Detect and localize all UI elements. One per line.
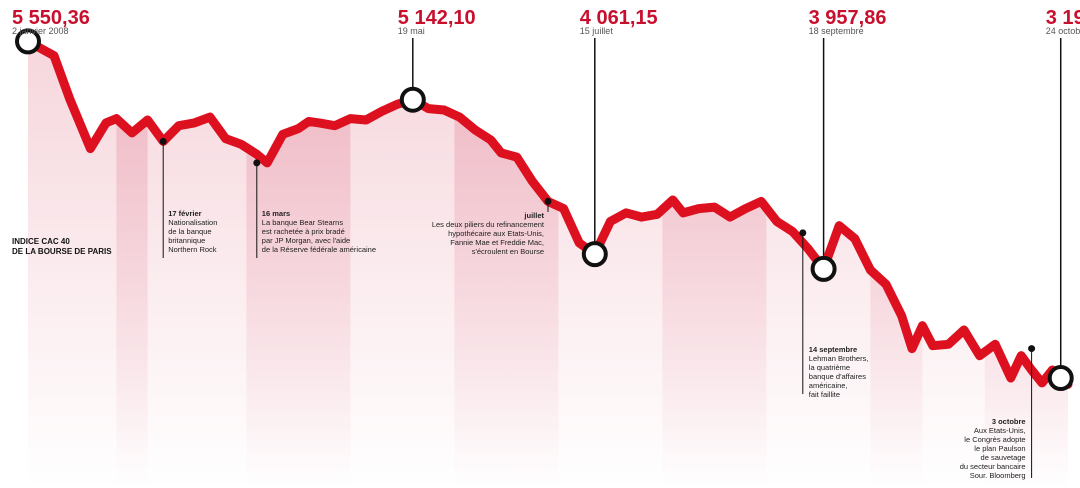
month-band: [870, 41, 923, 488]
event-annotation: juillet Les deux piliers du refinancement…: [432, 211, 545, 256]
callout-value: 3 957,86: [809, 7, 887, 29]
event-text: Les deux piliers du refinancement: [432, 220, 545, 229]
callout-marker: [581, 241, 608, 268]
callout-marker: [1047, 365, 1074, 392]
month-band: [984, 41, 1068, 488]
event-text: fait faillite: [809, 390, 840, 399]
event-text: Northern Rock: [168, 245, 217, 254]
event-annotation: 16 mars La banque Bear Stearns est racheté…: [262, 209, 376, 254]
callout-markers: [15, 28, 1074, 392]
event-text: s'écroulent en Bourse: [472, 247, 544, 256]
event-text: de sauvetage: [981, 453, 1026, 462]
event-markers: [159, 137, 1036, 478]
series-title-line: INDICE CAC 40: [12, 237, 70, 246]
event-text: Sour. Bloomberg: [970, 471, 1026, 480]
event-text: Lehman Brothers,: [809, 354, 869, 363]
month-band: [116, 41, 148, 488]
callout-date: 15 juillet: [580, 26, 614, 36]
callout-date: 19 mai: [398, 26, 425, 36]
callout-value: 4 061,15: [580, 7, 658, 29]
event-annotation: 3 octobre Aux Etats-Unis, le Congrès adopt…: [960, 417, 1026, 480]
month-band: [662, 41, 767, 488]
event-text: le plan Paulson: [974, 444, 1025, 453]
event-text: Nationalisation: [168, 218, 217, 227]
event-annotations: 17 février Nationalisation de la banque bri…: [168, 209, 1025, 480]
event-text: la quatrième: [809, 363, 850, 372]
event-text: est rachetée à prix bradé: [262, 227, 345, 236]
series-title-line: DE LA BOURSE DE PARIS: [12, 247, 112, 256]
event-annotation: 17 février Nationalisation de la banque bri…: [168, 209, 217, 254]
event-text: La banque Bear Stearns: [262, 218, 344, 227]
event-text: américaine,: [809, 381, 848, 390]
event-text: Fannie Mae et Freddie Mac,: [450, 238, 544, 247]
callout-value: 3 193,79: [1046, 7, 1080, 29]
event-title: 17 février: [168, 209, 201, 218]
event-title: 3 octobre: [992, 417, 1026, 426]
event-text: de la banque: [168, 227, 211, 236]
event-annotation: 14 septembre Lehman Brothers, la quatrième…: [809, 345, 869, 399]
cac40-line: [23, 36, 1073, 389]
event-title: 14 septembre: [809, 345, 857, 354]
callout-value: 5 550,36: [12, 7, 90, 29]
callout-date: 24 octobre 2008: [1046, 26, 1080, 36]
event-text: le Congrès adopte: [964, 435, 1025, 444]
event-title: juillet: [523, 211, 544, 220]
event-text: britannique: [168, 236, 205, 245]
event-text: Aux Etats-Unis,: [974, 426, 1026, 435]
callout-date: 18 septembre: [809, 26, 864, 36]
event-text: hypothécaire aux Etats-Unis,: [448, 229, 544, 238]
event-text: par JP Morgan, avec l'aide: [262, 236, 350, 245]
callout-marker: [15, 28, 41, 55]
callout-date: 2 janvier 2008: [12, 26, 69, 36]
series-title: INDICE CAC 40 DE LA BOURSE DE PARIS: [12, 237, 112, 256]
event-text: de la Réserve fédérale américaine: [262, 245, 376, 254]
event-title: 16 mars: [262, 209, 290, 218]
callout-marker: [399, 86, 426, 113]
callout-value: 5 142,10: [398, 7, 476, 29]
callout-marker: [810, 255, 837, 282]
event-text: banque d'affaires: [809, 372, 866, 381]
event-text: du secteur bancaire: [960, 462, 1026, 471]
